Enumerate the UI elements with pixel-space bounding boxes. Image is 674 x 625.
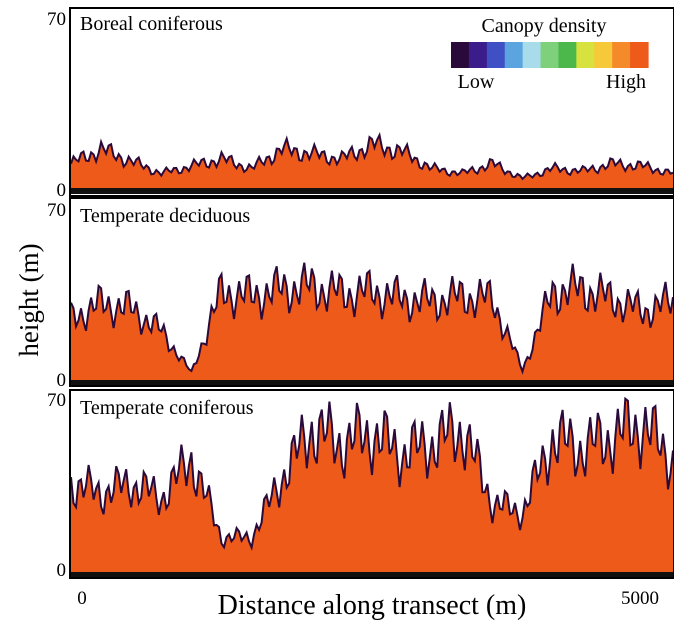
panel-temperate-deciduous — [70, 262, 674, 386]
panel-frame-1 — [69, 7, 674, 197]
legend-swatch — [630, 42, 649, 68]
ground-line — [71, 380, 673, 386]
panel-temperate-coniferous — [70, 396, 674, 578]
panel-frame-2 — [69, 197, 674, 387]
canopy-top-outline — [70, 396, 674, 551]
canopy-top-outline — [70, 132, 674, 181]
y-tick-label-0-panel-3: 0 — [57, 560, 67, 581]
legend-swatch — [540, 42, 560, 68]
legend-swatch — [612, 42, 631, 68]
legend-swatch — [486, 42, 506, 68]
legend-high-label: High — [606, 71, 646, 93]
legend-low-label: Low — [458, 71, 495, 93]
legend-swatch — [522, 42, 542, 68]
legend: Canopy density Low High — [451, 15, 649, 93]
y-axis-label: height (m) — [14, 243, 44, 356]
ground-line — [71, 572, 673, 578]
x-tick-label-0: 0 — [77, 588, 87, 609]
y-tick-label-70-panel-1: 70 — [47, 9, 66, 30]
legend-swatch — [468, 42, 488, 68]
x-axis-label: Distance along transect (m) — [218, 590, 527, 621]
ground-line — [71, 188, 673, 194]
y-tick-label-70-panel-3: 70 — [47, 390, 66, 411]
y-tick-label-0-panel-2: 0 — [57, 370, 67, 391]
canopy-top-outline — [70, 262, 674, 375]
panel-boreal-coniferous — [70, 132, 674, 194]
legend-swatch — [451, 42, 470, 68]
y-tick-label-70-panel-2: 70 — [47, 200, 66, 221]
canopy-density-band — [71, 262, 673, 380]
y-tick-label-0-panel-1: 0 — [57, 180, 67, 201]
panel-title-1: Boreal coniferous — [80, 13, 223, 35]
legend-swatch — [558, 42, 577, 68]
panel-title-3: Temperate coniferous — [80, 397, 254, 419]
x-tick-label-5000: 5000 — [621, 588, 659, 609]
canopy-density-band — [71, 398, 673, 572]
legend-swatch — [594, 42, 613, 68]
legend-title: Canopy density — [482, 15, 607, 37]
legend-swatch — [504, 42, 524, 68]
canopy-density-band — [71, 135, 673, 188]
panel-frame-3 — [69, 389, 674, 579]
panel-title-2: Temperate deciduous — [80, 205, 250, 227]
legend-swatch — [576, 42, 595, 68]
legend-color-bar — [451, 42, 649, 68]
